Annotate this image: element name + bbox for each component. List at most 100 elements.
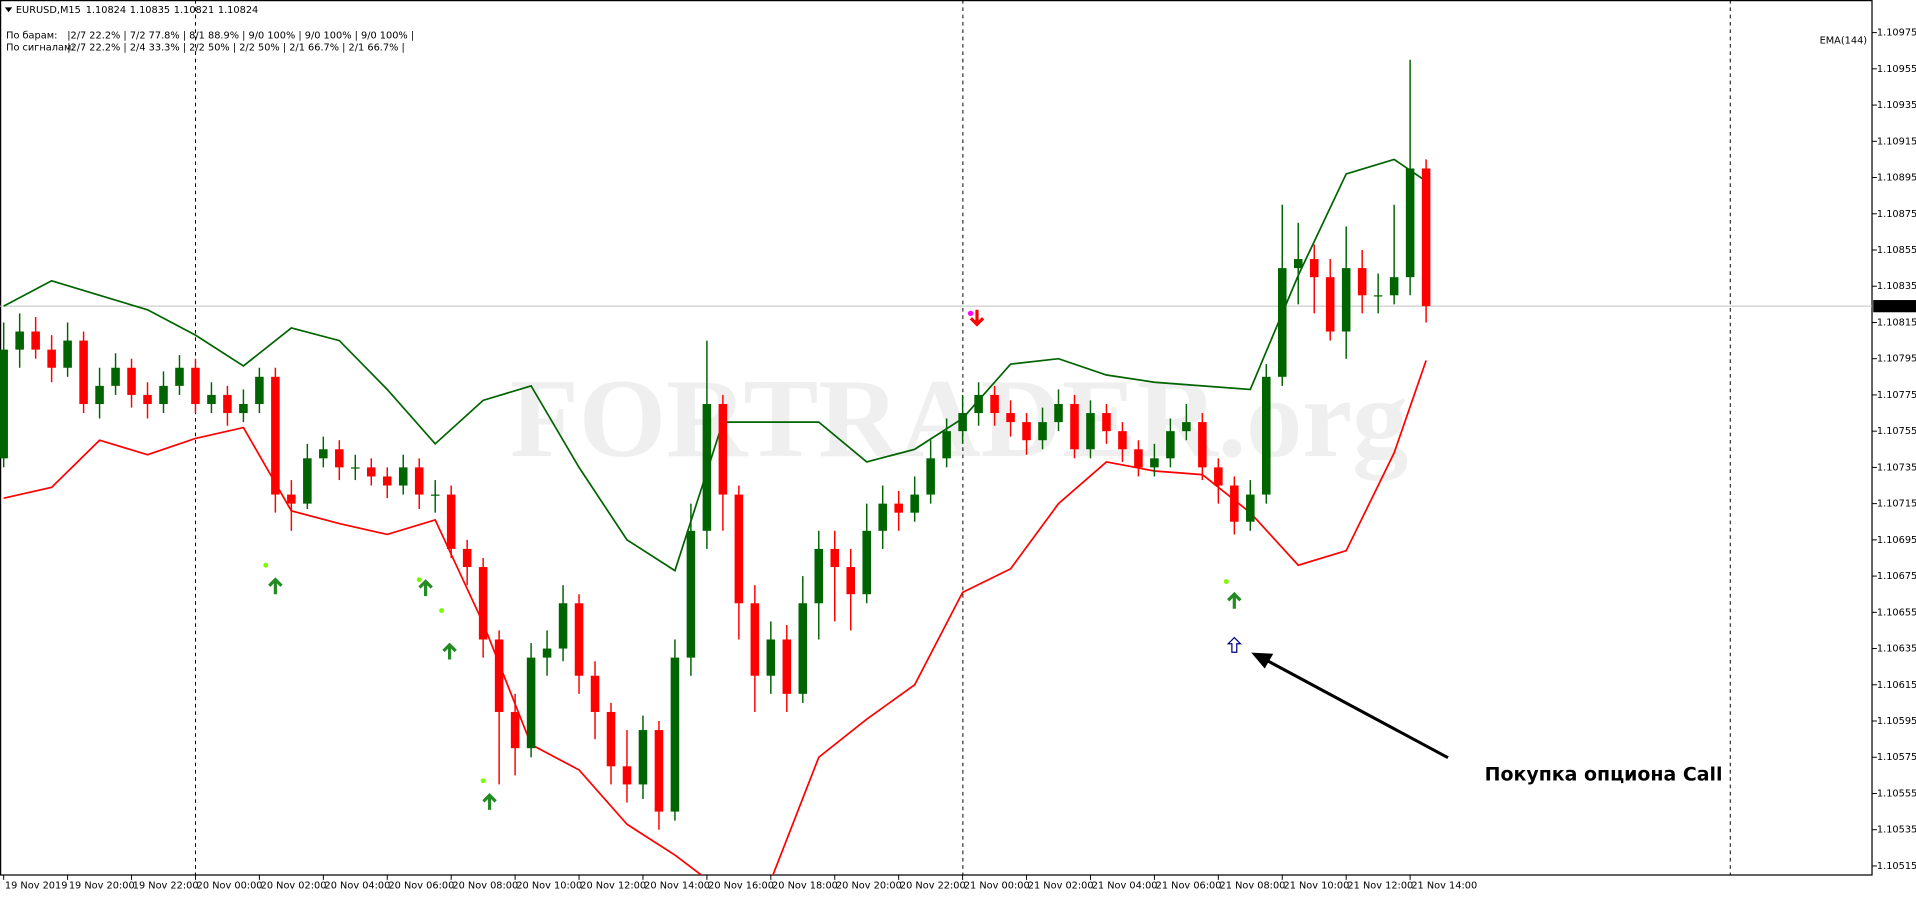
candle-body xyxy=(1054,403,1063,423)
candle-body xyxy=(974,394,983,414)
candle-body xyxy=(1389,277,1399,296)
annotation-arrowhead xyxy=(1251,652,1274,669)
y-tick-label: 1.10795 xyxy=(1877,354,1916,365)
candle-body xyxy=(878,503,887,531)
y-tick-label: 1.10675 xyxy=(1877,571,1916,582)
candle-body xyxy=(1309,259,1319,278)
candle-body xyxy=(1405,168,1415,278)
y-tick-label: 1.10955 xyxy=(1877,64,1916,75)
signal-dot xyxy=(416,577,422,583)
candle-body xyxy=(159,385,168,404)
y-tick-label: 1.10655 xyxy=(1877,607,1916,618)
candle-body xyxy=(127,367,136,395)
x-tick-label: 20 Nov 04:00 xyxy=(325,880,391,891)
stats-label: По сигналам: xyxy=(6,43,75,54)
candle-body xyxy=(255,376,264,404)
x-tick-label: 19 Nov 20:00 xyxy=(69,880,135,891)
candle-body xyxy=(351,467,360,469)
candle-body xyxy=(1006,413,1015,423)
candle-body xyxy=(1102,413,1111,432)
x-tick-label: 21 Nov 04:00 xyxy=(1092,880,1158,891)
candle-body xyxy=(1166,431,1175,459)
x-tick-label: 20 Nov 06:00 xyxy=(388,880,454,891)
candle-body xyxy=(319,449,328,459)
candle-body xyxy=(366,467,376,477)
candle-body xyxy=(111,367,120,386)
candle-body xyxy=(1198,422,1207,468)
candle-body xyxy=(686,530,696,658)
x-tick-label: 20 Nov 00:00 xyxy=(197,880,263,891)
y-tick-label: 1.10895 xyxy=(1877,173,1916,184)
up-arrow xyxy=(442,642,457,660)
candle-body xyxy=(510,711,520,749)
signal-dot xyxy=(263,562,269,568)
y-tick-label: 1.10855 xyxy=(1877,245,1916,256)
x-tick-label: 20 Nov 08:00 xyxy=(452,880,518,891)
candle-body xyxy=(398,467,408,486)
candle-body xyxy=(654,730,664,812)
candle-body xyxy=(750,603,760,676)
y-tick-label: 1.10615 xyxy=(1877,680,1916,691)
x-tick-label: 21 Nov 14:00 xyxy=(1411,880,1477,891)
plot xyxy=(0,59,1873,876)
candle-body xyxy=(1325,277,1335,332)
x-tick-label: 20 Nov 14:00 xyxy=(644,880,710,891)
candle-body xyxy=(526,657,536,749)
stats-row: |2/7 22.2% | 2/4 33.3% | 2/2 50% | 2/2 5… xyxy=(67,43,405,54)
candle-body xyxy=(782,639,792,694)
menu-triangle[interactable] xyxy=(4,7,13,13)
up-arrow xyxy=(268,577,283,595)
x-tick-label: 20 Nov 16:00 xyxy=(708,880,774,891)
header: EURUSD,M15 1.10824 1.10835 1.10821 1.10824 xyxy=(16,5,258,16)
stats-row: |2/7 22.2% | 7/2 77.8% | 8/1 88.9% | 9/0… xyxy=(67,30,414,41)
candle-body xyxy=(1022,422,1031,441)
candle-body xyxy=(47,349,56,368)
y-tick-label: 1.10575 xyxy=(1877,752,1916,763)
candle-body xyxy=(1038,422,1047,441)
candle-body xyxy=(143,394,152,404)
candle-body xyxy=(1134,449,1143,468)
candle-body xyxy=(1421,168,1431,307)
symbol: EURUSD,M15 xyxy=(16,5,81,16)
candle-body xyxy=(191,367,200,404)
candle-body xyxy=(335,449,344,468)
candle-body xyxy=(638,730,648,785)
candle-body xyxy=(958,413,967,432)
x-tick-label: 21 Nov 10:00 xyxy=(1283,880,1349,891)
candle-body xyxy=(0,349,8,459)
candle-body xyxy=(446,494,456,549)
candle-body xyxy=(846,567,856,595)
candle-body xyxy=(766,639,776,676)
signal-dot xyxy=(1223,579,1229,584)
signal-dot xyxy=(967,310,974,317)
y-tick-label: 1.10835 xyxy=(1877,281,1916,292)
x-tick-label: 20 Nov 20:00 xyxy=(836,880,902,891)
signal-dot xyxy=(480,778,486,784)
x-tick-label: 20 Nov 10:00 xyxy=(516,880,582,891)
y-tick-label: 1.10535 xyxy=(1877,825,1916,836)
candle-body xyxy=(31,331,40,350)
candle-body xyxy=(574,603,584,676)
candle-body xyxy=(862,530,871,595)
y-tick-label: 1.10695 xyxy=(1877,535,1916,546)
candle-body xyxy=(798,603,808,694)
price-box-label: 1.10824 xyxy=(1877,301,1916,312)
y-tick-label: 1.10635 xyxy=(1877,644,1916,655)
x-tick-label: 21 Nov 00:00 xyxy=(964,880,1030,891)
candle-body xyxy=(382,476,392,486)
x-tick-label: 21 Nov 12:00 xyxy=(1347,880,1413,891)
quote: 1.10835 xyxy=(130,5,170,16)
up-arrow xyxy=(1227,591,1242,609)
up-arrow xyxy=(418,579,433,597)
y-tick-label: 1.10715 xyxy=(1877,499,1916,510)
candle-body xyxy=(478,567,488,640)
candle-body xyxy=(990,394,999,414)
x-tick-label: 19 Nov 2019 xyxy=(5,880,68,891)
candle-body xyxy=(1341,268,1351,332)
signal-dot xyxy=(439,608,445,613)
x-tick-label: 20 Nov 22:00 xyxy=(900,880,966,891)
candle-body xyxy=(1357,268,1367,296)
y-tick-label: 1.10975 xyxy=(1877,28,1916,39)
candle-body xyxy=(734,494,744,604)
candle-body xyxy=(414,467,424,495)
